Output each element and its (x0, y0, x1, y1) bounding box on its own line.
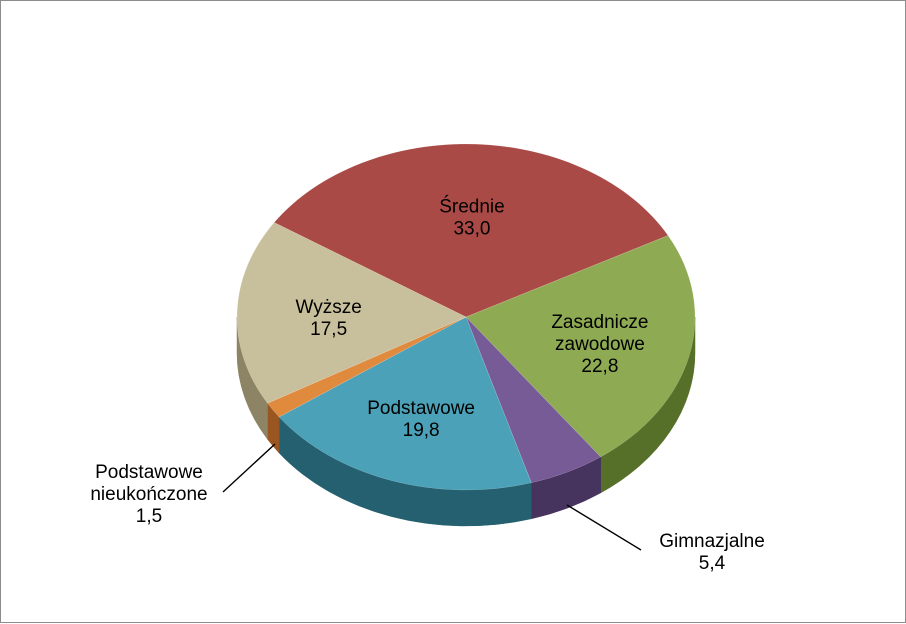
slice-name: zawodowe (555, 334, 645, 355)
slice-name: Gimnazjalne (659, 531, 765, 552)
slice-label-srednie: Średnie 33,0 (439, 195, 505, 239)
slice-value: 5,4 (699, 553, 726, 574)
slice-zasadnicze-zawodowe (465, 235, 696, 458)
slice-value: 33,0 (453, 218, 490, 239)
slice-name: Podstawowe (367, 398, 475, 419)
slice-name: Zasadnicze (551, 312, 648, 333)
slice-label-podstawowe-nieukonczone: Podstawowe nieukończone 1,5 (90, 462, 207, 527)
slice-value: 22,8 (581, 356, 618, 377)
slice-labels: Średnie 33,0 Zasadnicze zawodowe 22,8 Gimnazj… (90, 195, 764, 574)
slice-podstawowe-nieukonczone (267, 316, 467, 418)
slice-label-gimnazjalne: Gimnazjalne 5,4 (659, 531, 765, 574)
pie-slices (236, 143, 696, 491)
slice-name: Wyższe (295, 297, 361, 318)
slice-podstawowe (278, 316, 532, 491)
slice-wyzsze (236, 222, 467, 404)
leader-line-podstawowe-nieukonczone (222, 443, 276, 493)
slice-name: Podstawowe (95, 462, 203, 483)
slice-label-wyzsze: Wyższe 17,5 (295, 297, 361, 340)
leader-line-gimnazjalne (566, 504, 642, 551)
slice-label-podstawowe: Podstawowe 19,8 (367, 398, 475, 441)
slice-name: Średnie (439, 195, 505, 217)
slice-value: 17,5 (310, 319, 347, 340)
slice-srednie (273, 143, 669, 318)
slice-value: 19,8 (403, 420, 440, 441)
pie-sides (236, 316, 696, 527)
slice-gimnazjalne (465, 316, 601, 484)
leader-lines (222, 443, 642, 551)
slice-value: 1,5 (136, 506, 162, 527)
slice-name: nieukończone (90, 484, 207, 505)
slice-label-zasadnicze-zawodowe: Zasadnicze zawodowe 22,8 (551, 312, 648, 377)
